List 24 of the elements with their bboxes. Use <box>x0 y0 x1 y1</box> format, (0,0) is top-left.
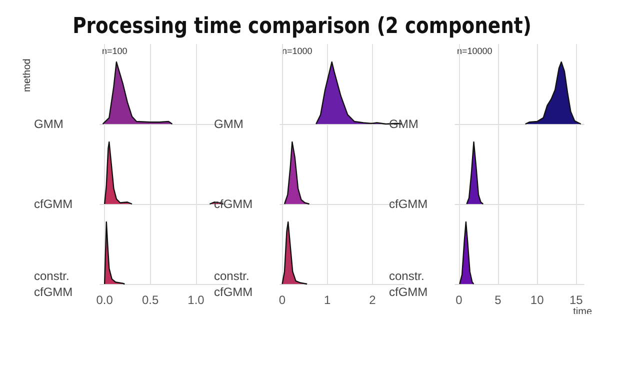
chart-subtitle: n=10000 <box>457 46 492 56</box>
x-tick-label: 0.5 <box>142 293 159 307</box>
x-tick-label: 5 <box>494 293 502 307</box>
y-axis-title: cfGMM <box>34 197 73 211</box>
y-axis-title: GMM <box>214 117 244 131</box>
x-tick-label: 2 <box>369 293 376 307</box>
y-axis-title: constr. cfGMM <box>214 269 253 299</box>
x-tick-label: 1 <box>324 293 331 307</box>
x-tick-label: 0 <box>456 293 463 307</box>
x-tick-label: 15 <box>570 293 584 307</box>
y-axis-title: cfGMM <box>389 197 428 211</box>
x-tick-label: 10 <box>530 293 544 307</box>
x-tick-label: 0.0 <box>96 293 114 307</box>
y-axis-title: GMM <box>389 117 418 131</box>
x-tick-label: 0 <box>278 293 286 307</box>
text: Processing time comparison (2 component) <box>72 14 532 39</box>
y-axis-title: constr. cfGMM <box>389 269 428 299</box>
x-tick-label: 1.0 <box>188 293 205 307</box>
chart-subtitle: n=100 <box>102 46 128 56</box>
y-axis-title: GMM <box>34 117 64 131</box>
y-axis-title: constr. cfGMM <box>34 269 73 299</box>
chart-subtitle: n=1000 <box>282 46 312 56</box>
y-axis-title: cfGMM <box>214 197 253 211</box>
text: method <box>22 58 33 92</box>
